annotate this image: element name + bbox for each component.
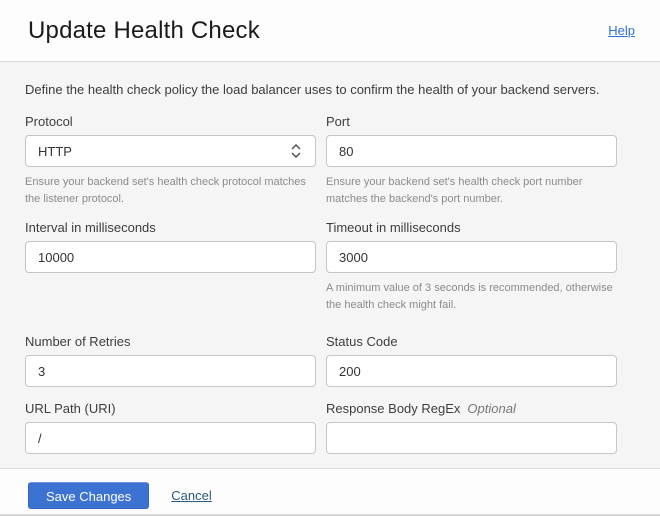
retries-input[interactable] [25, 355, 316, 388]
timeout-label: Timeout in milliseconds [326, 220, 461, 236]
interval-input[interactable] [25, 241, 316, 274]
url-path-label: URL Path (URI) [25, 401, 116, 417]
port-help-text: Ensure your backend set's health check p… [326, 176, 583, 206]
retries-label: Number of Retries [25, 334, 131, 350]
save-changes-button[interactable]: Save Changes [28, 481, 150, 509]
protocol-select[interactable]: HTTP [25, 135, 316, 167]
dialog-header: Update Health Check Help [0, 0, 660, 62]
url-path-field: URL Path (URI) [25, 401, 316, 455]
url-path-input[interactable] [25, 422, 316, 455]
interval-field: Interval in milliseconds [25, 220, 316, 314]
response-regex-label-text: Response Body RegEx [326, 401, 461, 417]
interval-label: Interval in milliseconds [25, 220, 156, 236]
protocol-select-value: HTTP [38, 143, 72, 159]
cancel-link[interactable]: Cancel [171, 487, 212, 503]
retries-field: Number of Retries [25, 334, 316, 388]
status-code-label: Status Code [326, 334, 398, 350]
timeout-help-text: A minimum value of 3 seconds is recommen… [326, 282, 613, 312]
protocol-help-text: Ensure your backend set's health check p… [25, 176, 306, 206]
timeout-input[interactable] [326, 241, 617, 274]
port-label: Port [326, 114, 350, 129]
response-regex-input[interactable] [326, 422, 617, 455]
protocol-field: Protocol HTTP Ensure your backend set's … [25, 114, 316, 208]
timeout-field: Timeout in milliseconds A minimum value … [326, 220, 617, 314]
help-link[interactable]: Help [608, 23, 635, 38]
page-title: Update Health Check [28, 16, 260, 44]
bottom-edge-divider [0, 514, 660, 516]
protocol-label: Protocol [25, 114, 73, 129]
status-code-field: Status Code [326, 334, 617, 388]
response-regex-field: Response Body RegEx Optional [326, 401, 617, 455]
status-code-input[interactable] [326, 355, 617, 388]
port-input[interactable] [326, 135, 617, 167]
dialog-description: Define the health check policy the load … [25, 82, 600, 97]
chevron-up-down-icon [291, 144, 301, 158]
dialog-footer: Save Changes Cancel [0, 469, 660, 515]
port-field: Port Ensure your backend set's health ch… [326, 114, 617, 208]
optional-tag: Optional [467, 401, 516, 417]
response-regex-label: Response Body RegEx Optional [326, 401, 617, 416]
dialog-body: Define the health check policy the load … [0, 62, 660, 469]
health-check-form: Protocol HTTP Ensure your backend set's … [25, 114, 617, 466]
